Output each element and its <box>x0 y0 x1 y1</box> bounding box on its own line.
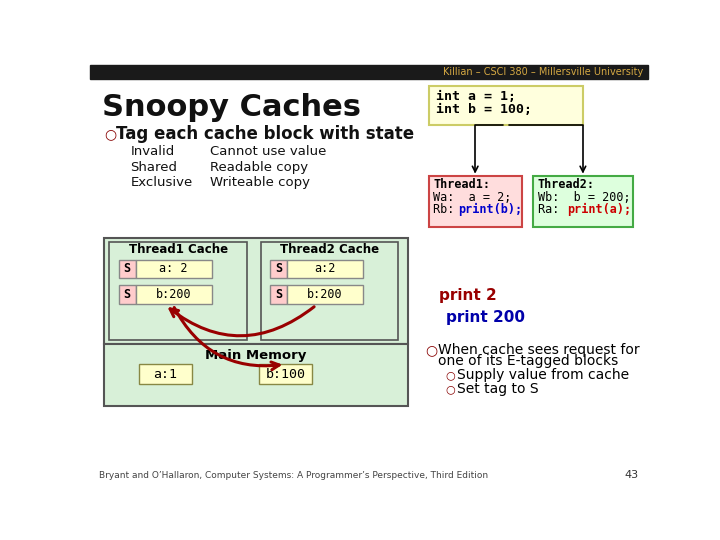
Text: Ra:: Ra: <box>538 203 588 216</box>
Text: print 2: print 2 <box>438 288 497 303</box>
Text: ○: ○ <box>446 370 456 380</box>
Bar <box>261 242 398 340</box>
Text: Thread2 Cache: Thread2 Cache <box>280 243 379 256</box>
Text: Tag each cache block with state: Tag each cache block with state <box>117 125 415 143</box>
Text: S: S <box>275 262 282 275</box>
Text: print 200: print 200 <box>446 310 526 325</box>
Text: Bryant and O’Hallaron, Computer Systems: A Programmer’s Perspective, Third Editi: Bryant and O’Hallaron, Computer Systems:… <box>99 471 488 480</box>
Text: ○: ○ <box>446 384 456 394</box>
Text: Wa:  a = 2;: Wa: a = 2; <box>433 191 512 204</box>
Text: Readable copy: Readable copy <box>210 161 308 174</box>
Bar <box>270 260 287 278</box>
Text: int b = 100;: int b = 100; <box>436 103 531 116</box>
Text: 43: 43 <box>624 470 639 480</box>
Text: Rb:: Rb: <box>433 203 469 216</box>
Text: a:1: a:1 <box>153 368 177 381</box>
Bar <box>104 238 408 345</box>
Text: b:200: b:200 <box>307 288 343 301</box>
Bar <box>287 285 363 303</box>
Text: Shared: Shared <box>130 161 177 174</box>
Text: Main Memory: Main Memory <box>205 349 307 362</box>
Text: Thread2:: Thread2: <box>538 178 595 191</box>
Bar <box>429 86 583 125</box>
Bar <box>534 177 632 226</box>
Text: Cannot use value: Cannot use value <box>210 145 326 158</box>
Text: Killian – CSCI 380 – Millersville University: Killian – CSCI 380 – Millersville Univer… <box>443 67 644 77</box>
Text: S: S <box>124 262 131 275</box>
Bar <box>287 260 363 278</box>
Bar <box>136 260 212 278</box>
Text: int a = 1;: int a = 1; <box>436 90 516 103</box>
Bar <box>119 285 136 303</box>
Text: S: S <box>124 288 131 301</box>
Bar <box>104 345 408 406</box>
Text: S: S <box>275 288 282 301</box>
Text: When cache sees request for: When cache sees request for <box>438 343 639 357</box>
Text: Supply value from cache: Supply value from cache <box>456 368 629 382</box>
Bar <box>428 177 522 226</box>
Text: Invalid: Invalid <box>130 145 174 158</box>
Text: Exclusive: Exclusive <box>130 176 192 189</box>
Bar <box>270 285 287 303</box>
Bar <box>109 242 248 340</box>
Text: a: 2: a: 2 <box>159 262 188 275</box>
Bar <box>136 285 212 303</box>
Text: ○: ○ <box>104 127 116 141</box>
Bar <box>119 260 136 278</box>
Text: ○: ○ <box>426 343 438 357</box>
Text: Thread1:: Thread1: <box>433 178 490 191</box>
Text: b:200: b:200 <box>156 288 192 301</box>
Bar <box>139 364 192 384</box>
Text: b:100: b:100 <box>265 368 305 381</box>
Bar <box>90 65 648 79</box>
Text: Writeable copy: Writeable copy <box>210 176 310 189</box>
Text: a:2: a:2 <box>314 262 336 275</box>
Text: Wb:  b = 200;: Wb: b = 200; <box>538 191 631 204</box>
Text: one of its E-tagged blocks: one of its E-tagged blocks <box>438 354 618 368</box>
Text: Snoopy Caches: Snoopy Caches <box>102 93 361 122</box>
Text: print(b);: print(b); <box>458 203 522 216</box>
Text: Set tag to S: Set tag to S <box>456 382 539 396</box>
Text: Thread1 Cache: Thread1 Cache <box>129 243 228 256</box>
Text: print(a);: print(a); <box>567 203 631 216</box>
Bar <box>259 364 312 384</box>
